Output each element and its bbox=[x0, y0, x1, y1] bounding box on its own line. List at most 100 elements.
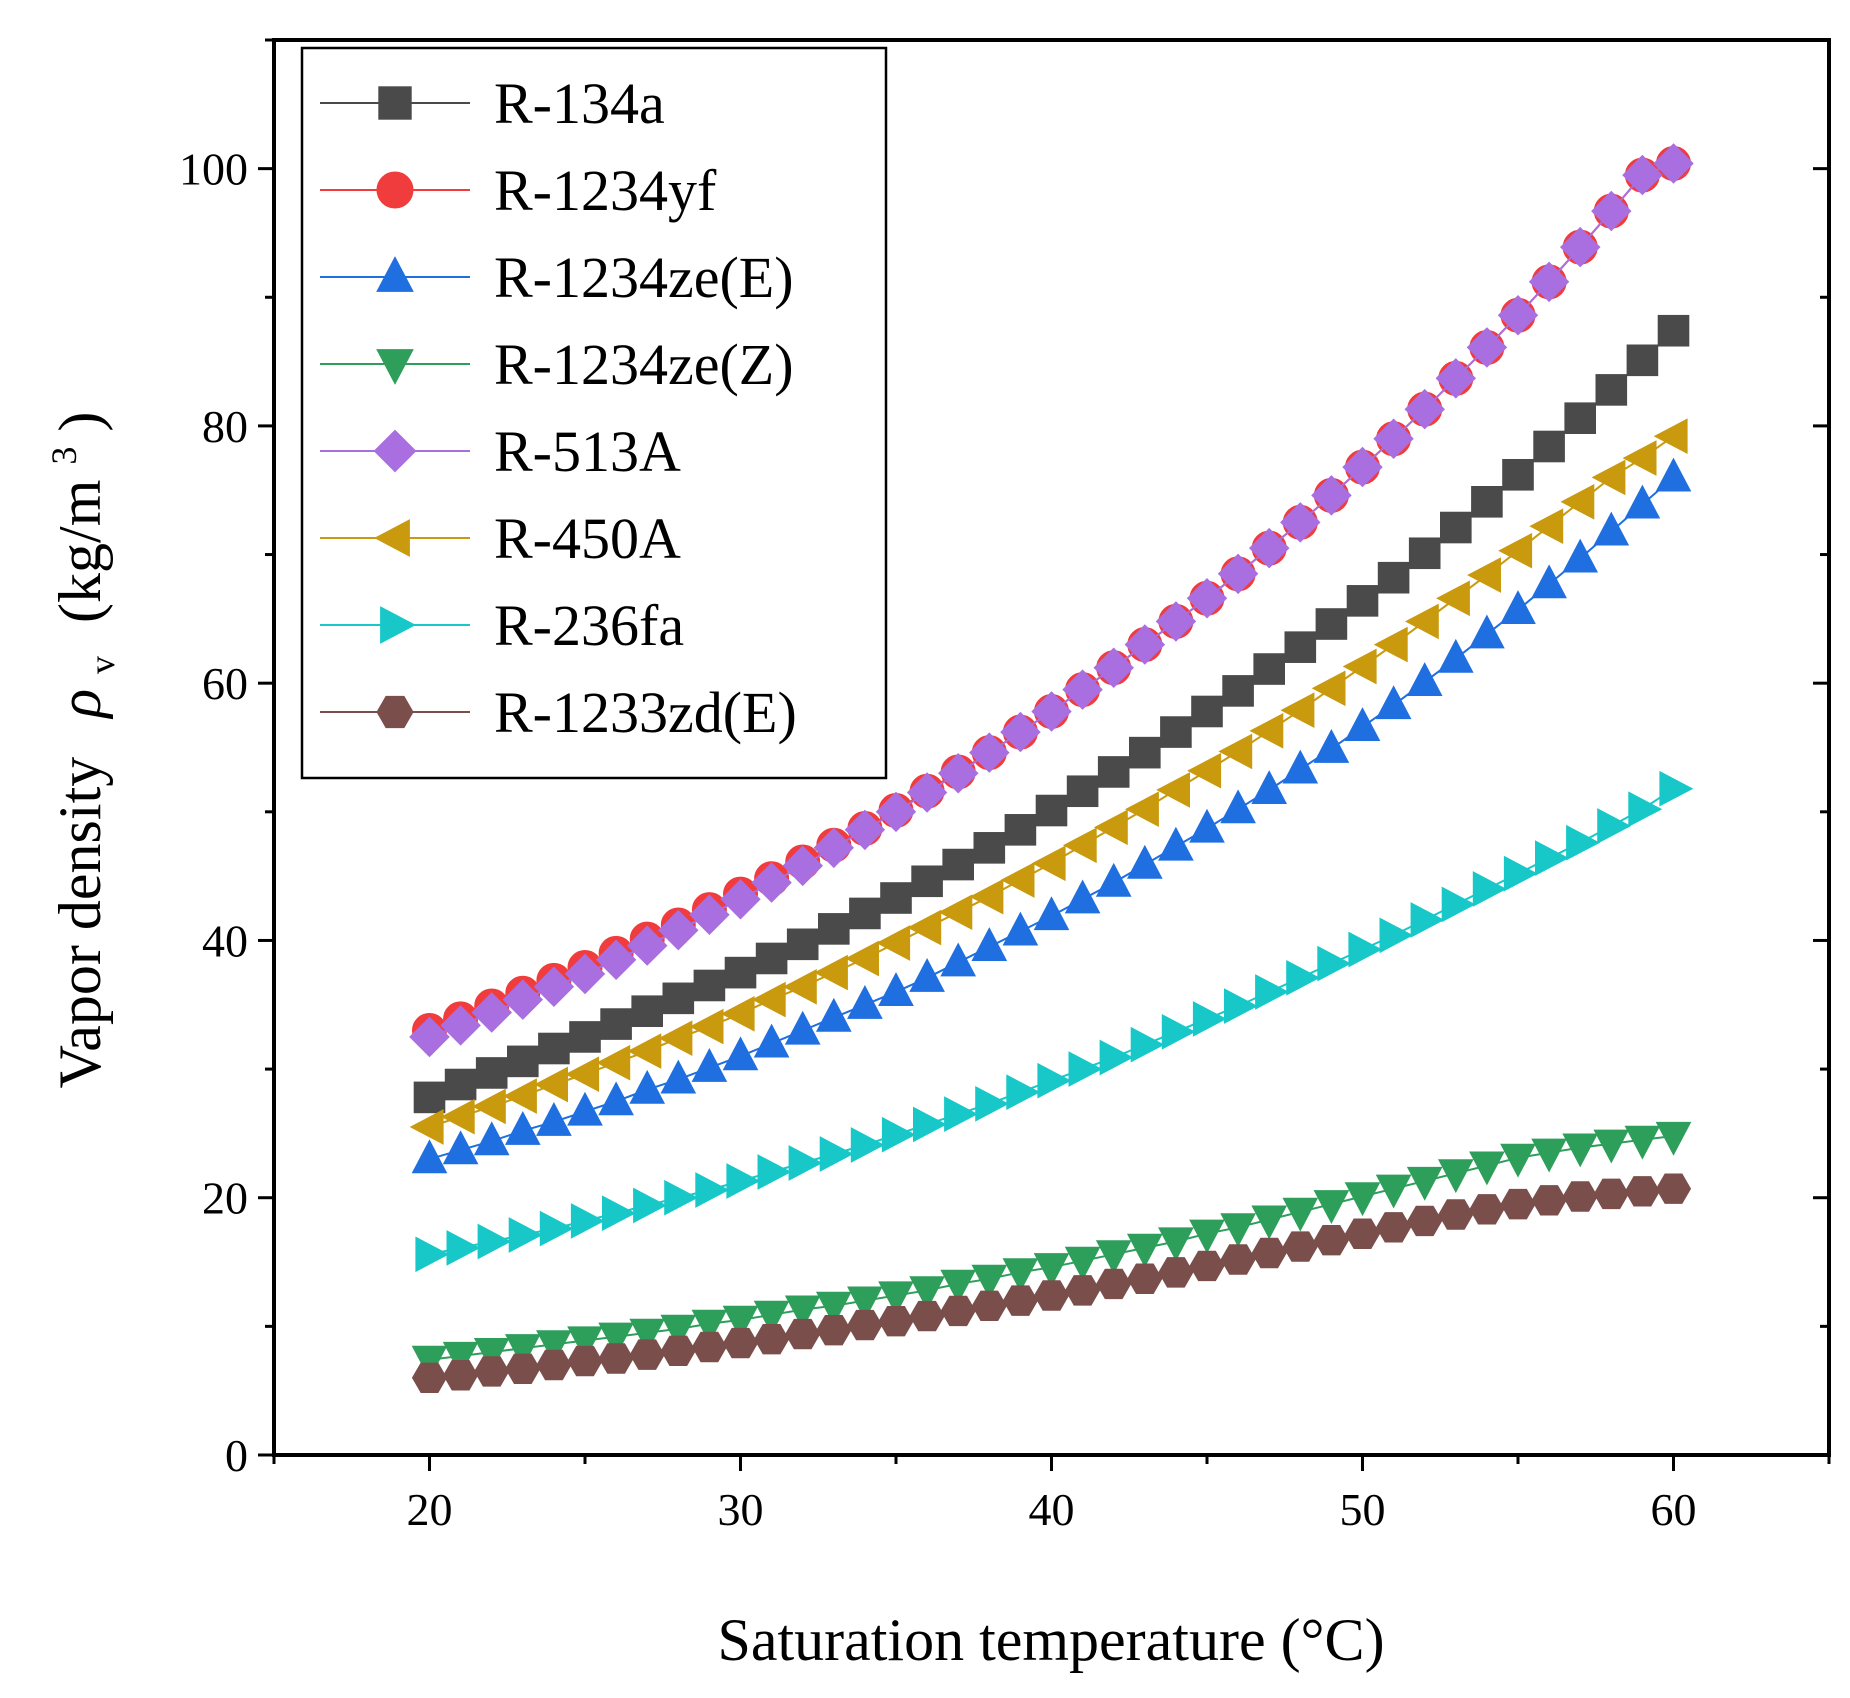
data-point bbox=[539, 1210, 574, 1247]
data-point bbox=[1158, 1227, 1194, 1262]
data-point bbox=[1467, 557, 1501, 593]
data-point bbox=[1346, 585, 1379, 617]
data-point bbox=[1248, 527, 1290, 569]
data-point bbox=[880, 882, 912, 914]
data-point bbox=[876, 925, 911, 961]
data-point bbox=[475, 1057, 508, 1089]
data-point bbox=[691, 1048, 728, 1082]
data-point bbox=[785, 1318, 821, 1350]
data-point bbox=[1560, 483, 1595, 520]
legend-item: R-1234yf bbox=[320, 158, 717, 223]
data-point bbox=[757, 1154, 792, 1190]
data-point bbox=[695, 1172, 730, 1208]
data-point bbox=[1099, 1039, 1134, 1076]
data-point bbox=[1441, 886, 1476, 923]
data-point bbox=[1469, 614, 1505, 649]
data-point bbox=[751, 862, 792, 903]
data-point bbox=[502, 979, 544, 1020]
data-point bbox=[631, 995, 664, 1028]
data-point bbox=[1562, 1181, 1598, 1212]
data-point bbox=[1628, 791, 1663, 828]
data-point bbox=[1624, 484, 1661, 519]
data-point bbox=[1436, 580, 1470, 617]
data-point bbox=[1313, 729, 1350, 763]
data-point bbox=[1564, 402, 1597, 434]
data-point bbox=[940, 1295, 976, 1327]
data-point bbox=[1031, 845, 1066, 882]
data-point bbox=[1435, 358, 1477, 399]
data-point bbox=[411, 1139, 448, 1174]
y-tick-label: 60 bbox=[202, 658, 248, 709]
data-point bbox=[971, 1264, 1008, 1299]
data-point bbox=[878, 1281, 914, 1316]
data-point bbox=[1497, 294, 1539, 336]
data-point bbox=[1531, 564, 1567, 599]
data-point bbox=[1189, 1219, 1225, 1254]
data-point bbox=[722, 1305, 759, 1340]
data-point bbox=[689, 894, 730, 936]
data-point bbox=[633, 1187, 667, 1224]
data-point bbox=[971, 1290, 1007, 1321]
series-r-513a bbox=[409, 143, 1694, 1058]
data-point bbox=[815, 1291, 852, 1326]
data-point bbox=[1655, 457, 1692, 492]
data-point bbox=[973, 832, 1006, 864]
data-point bbox=[1124, 624, 1166, 665]
legend-marker bbox=[376, 256, 414, 292]
data-point bbox=[1657, 314, 1690, 347]
data-point bbox=[1562, 538, 1599, 573]
data-point bbox=[440, 1005, 481, 1046]
data-point bbox=[1217, 553, 1259, 595]
data-point bbox=[942, 848, 975, 881]
data-point bbox=[1095, 1240, 1132, 1275]
data-point bbox=[507, 1045, 539, 1078]
series-r-450a bbox=[409, 418, 1688, 1145]
data-point bbox=[1469, 1194, 1505, 1225]
data-point bbox=[755, 942, 788, 975]
data-point bbox=[1500, 590, 1536, 624]
data-point bbox=[875, 791, 917, 833]
data-point bbox=[1002, 911, 1039, 946]
data-point bbox=[565, 1056, 600, 1093]
legend-label: R-1234ze(E) bbox=[494, 245, 794, 310]
data-point bbox=[1313, 1190, 1350, 1224]
data-point bbox=[1373, 626, 1408, 663]
data-point bbox=[726, 1163, 761, 1199]
data-point bbox=[567, 1326, 603, 1361]
data-point bbox=[504, 1334, 541, 1368]
data-point bbox=[788, 1145, 823, 1181]
data-point bbox=[1158, 826, 1194, 861]
data-point bbox=[1284, 631, 1317, 663]
data-point bbox=[1002, 1258, 1039, 1293]
y-axis-title-main: Vapor density bbox=[47, 757, 113, 1089]
x-axis-title: Saturation temperature (°C) bbox=[717, 1607, 1384, 1673]
data-point bbox=[413, 1081, 446, 1114]
data-point bbox=[1160, 716, 1192, 748]
data-point bbox=[1471, 486, 1503, 518]
data-point bbox=[536, 1349, 572, 1381]
data-point bbox=[1502, 458, 1534, 491]
data-point bbox=[907, 909, 942, 946]
data-point bbox=[691, 1309, 728, 1344]
data-point bbox=[1655, 1121, 1692, 1156]
data-point bbox=[1189, 808, 1225, 843]
data-point bbox=[782, 968, 817, 1005]
data-point bbox=[1218, 733, 1253, 770]
data-point bbox=[784, 1010, 821, 1045]
data-point bbox=[598, 1322, 634, 1357]
data-point bbox=[1129, 736, 1161, 769]
data-point bbox=[844, 809, 886, 851]
data-point bbox=[969, 878, 1004, 915]
data-point bbox=[534, 1066, 568, 1103]
data-point bbox=[1000, 862, 1035, 898]
data-point bbox=[1342, 446, 1383, 488]
data-point bbox=[689, 1008, 724, 1045]
data-point bbox=[504, 1111, 541, 1145]
data-point bbox=[1280, 502, 1321, 543]
data-point bbox=[940, 942, 977, 977]
series-r-1233zd-e bbox=[411, 1173, 1692, 1393]
data-point bbox=[626, 925, 668, 966]
data-point bbox=[567, 1091, 603, 1126]
data-point bbox=[1002, 1285, 1038, 1316]
data-point bbox=[1659, 770, 1694, 807]
